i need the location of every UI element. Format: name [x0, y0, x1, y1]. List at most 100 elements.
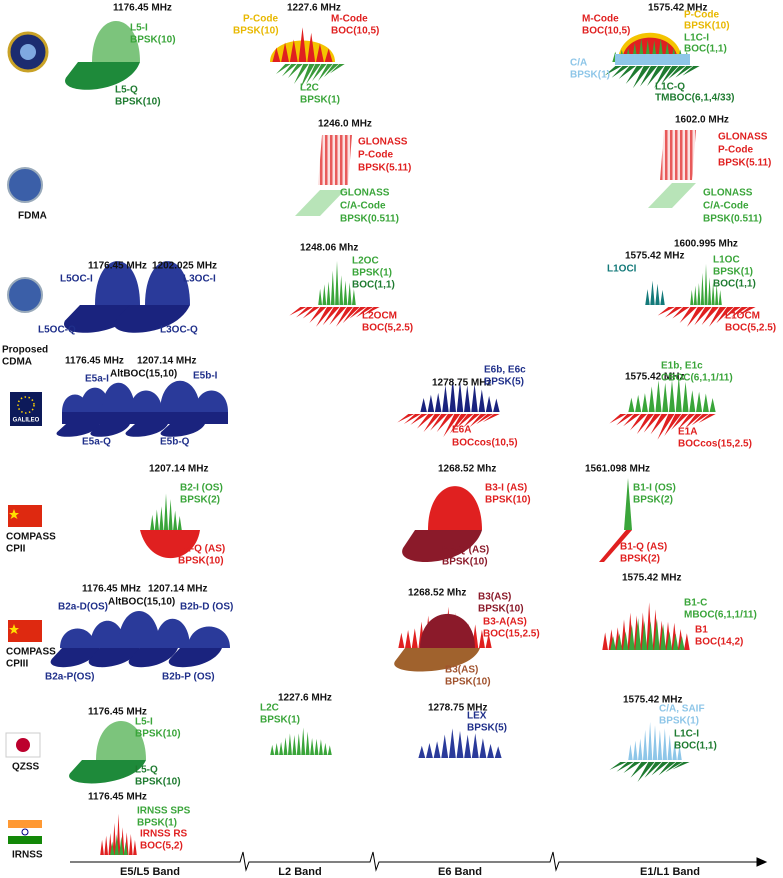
- system-label: CDMA: [2, 357, 32, 368]
- signal-label: 1575.42 MHz: [623, 695, 682, 706]
- signal-label: BPSK(10): [115, 97, 161, 108]
- spectrum-shadow: [394, 648, 480, 672]
- signal-label: 1248.06 Mhz: [300, 243, 358, 254]
- signal-label: BPSK(10): [478, 604, 524, 615]
- signal-label: BPSK(1): [137, 818, 177, 829]
- signal-label: L1OCM: [725, 311, 760, 322]
- signal-label: BOC(1,1): [713, 279, 756, 290]
- signal-label: B1-I (OS): [633, 483, 676, 494]
- spectrum-band: [295, 190, 345, 216]
- spectrum-lobe: [145, 261, 190, 305]
- spectrum-lobe: [140, 530, 200, 559]
- spectrum-shadow: [56, 424, 100, 437]
- signal-label: L5-I: [135, 717, 153, 728]
- spectrum-shadow: [64, 305, 140, 333]
- signal-label: BOCcos(15,2.5): [678, 439, 752, 450]
- signal-label: BPSK(10): [130, 35, 176, 46]
- signal-label: BPSK(2): [180, 495, 220, 506]
- spectrum-lobe: [155, 618, 190, 648]
- signal-label: L2C: [300, 83, 319, 94]
- spectrum-lobe: [95, 261, 140, 305]
- signal-label: BPSK(1): [713, 267, 753, 278]
- system-label: GALILEO: [13, 418, 40, 424]
- signal-label: L1C-I: [674, 729, 699, 740]
- system-label: Proposed: [2, 345, 48, 356]
- signal-label: BPSK(10): [135, 729, 181, 740]
- signal-label: BPSK(10): [178, 556, 224, 567]
- spectrum-shadow: [125, 424, 168, 437]
- signal-label: BOC(1,1): [352, 280, 395, 291]
- spectrum-comb: [602, 602, 690, 650]
- spectrum-lobe: [420, 613, 475, 648]
- system-label: COMPASS: [6, 647, 56, 658]
- signal-label: 1602.0 MHz: [675, 115, 729, 126]
- signal-label: BOCcos(10,5): [452, 438, 518, 449]
- signal-label: BOC(10,5): [331, 26, 379, 37]
- spectrum-lobe: [92, 21, 140, 62]
- signal-label: L5-Q: [135, 765, 158, 776]
- spectrum-lobe: [102, 382, 135, 412]
- spectrum-comb: [609, 414, 716, 440]
- signal-label: AltBOC(15,10): [108, 597, 175, 608]
- frequency-axis: [70, 851, 768, 872]
- signal-label: GLONASS: [703, 188, 753, 199]
- signal-label: IRNSS RS: [140, 829, 188, 840]
- signal-label: BOC(5,2.5): [362, 323, 413, 334]
- spectrum-shadow: [69, 760, 146, 784]
- signal-label: BPSK(2): [633, 495, 673, 506]
- spectrum-comb: [657, 307, 756, 327]
- signal-label: M-Code: [331, 14, 368, 25]
- spectrum-shadow: [65, 62, 140, 90]
- spectrum-comb: [599, 530, 632, 562]
- signal-label: BPSK(2): [620, 554, 660, 565]
- signal-label: B2a-P(OS): [45, 672, 94, 683]
- signal-label: L5-I: [130, 23, 148, 34]
- signal-label: B1-C: [684, 598, 707, 609]
- signal-label: 1246.0 MHz: [318, 119, 372, 130]
- signal-label: C/A, SAIF: [659, 704, 705, 715]
- band-label: E1/L1 Band: [640, 866, 700, 878]
- signal-label: 1207.14 MHz: [149, 464, 208, 475]
- signal-label: BPSK(5.11): [718, 158, 771, 169]
- signal-label: BPSK(10): [445, 677, 491, 688]
- spectra: [50, 21, 756, 855]
- signal-label: 1176.45 MHz: [88, 707, 147, 718]
- signal-label: 1575.42 MHz: [625, 251, 684, 262]
- signal-label: LEX: [467, 711, 487, 722]
- signal-label: GLONASS: [358, 137, 408, 148]
- signal-label: 1227.6 MHz: [278, 693, 332, 704]
- spectrum-comb: [276, 64, 345, 90]
- signal-label: 1176.45 MHz: [82, 584, 141, 595]
- signal-label: L5-Q: [115, 85, 138, 96]
- signal-label: 1278.75 MHz: [428, 703, 487, 714]
- labels: 1176.45 MHzL5-IBPSK(10)L5-QBPSK(10)1227.…: [2, 3, 776, 878]
- signal-label: BPSK(5): [484, 377, 524, 388]
- spectrum-comb: [418, 728, 502, 758]
- system-label: CPII: [6, 544, 26, 555]
- signal-label: M-Code: [582, 14, 619, 25]
- signal-label: BOC(1,1): [674, 741, 717, 752]
- signal-label: 1561.098 MHz: [585, 464, 650, 475]
- signal-label: BOC(14,2): [695, 637, 743, 648]
- signal-label: L1OC: [713, 255, 740, 266]
- signal-label: 1207.14 MHz: [148, 584, 207, 595]
- signal-label: 1176.45 MHz: [113, 3, 172, 14]
- spectrum-shadow: [402, 530, 482, 563]
- signal-label: BPSK(10): [135, 777, 181, 788]
- signal-label: 1268.52 Mhz: [438, 464, 496, 475]
- signal-label: L1C-Q: [655, 82, 685, 93]
- spectrum-comb: [628, 721, 682, 760]
- signal-label: E5b-Q: [160, 437, 190, 448]
- signal-label: TMBOC(6,1,4/33): [655, 93, 734, 104]
- spectrum-comb: [110, 834, 128, 855]
- signal-label: P-Code: [718, 145, 753, 156]
- signal-label: 1176.45 MHz: [88, 792, 147, 803]
- signal-label: B1: [695, 625, 708, 636]
- glonass-logo: [7, 167, 43, 313]
- signal-label: E6A: [452, 425, 471, 436]
- system-label: IRNSS: [12, 850, 43, 861]
- signal-label: BPSK(10): [233, 26, 279, 37]
- spectrum-lobe: [160, 380, 200, 412]
- system-label: FDMA: [18, 211, 47, 222]
- spectrum-comb: [318, 260, 356, 305]
